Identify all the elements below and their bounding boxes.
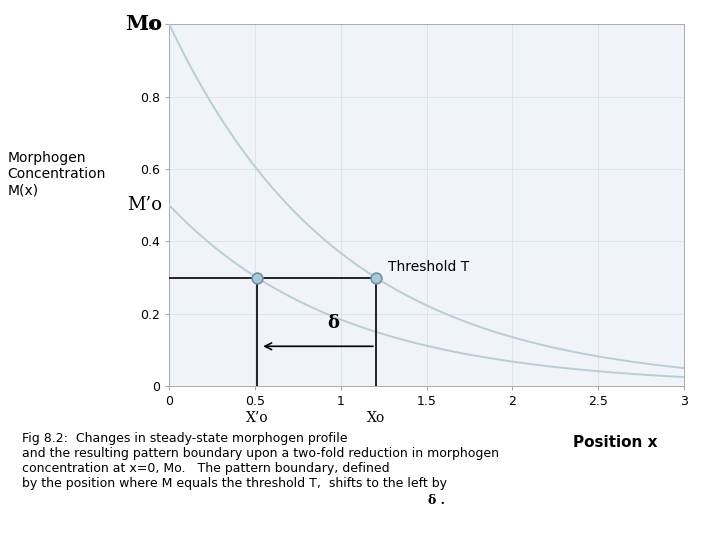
Text: Fig 8.2:  Changes in steady-state morphogen profile
and the resulting pattern bo: Fig 8.2: Changes in steady-state morphog…: [22, 432, 498, 490]
Point: [370, 273, 382, 282]
Text: Mo: Mo: [125, 14, 162, 35]
Text: Threshold T: Threshold T: [388, 260, 469, 274]
Text: δ: δ: [328, 314, 340, 332]
Text: Xo: Xo: [366, 411, 385, 426]
Text: M’o: M’o: [127, 196, 162, 214]
Text: δ .: δ .: [428, 494, 446, 507]
Text: Morphogen
Concentration
M(x): Morphogen Concentration M(x): [7, 151, 106, 198]
Text: Position x: Position x: [573, 435, 657, 450]
Text: X’o: X’o: [246, 411, 268, 426]
Point: [251, 273, 263, 282]
